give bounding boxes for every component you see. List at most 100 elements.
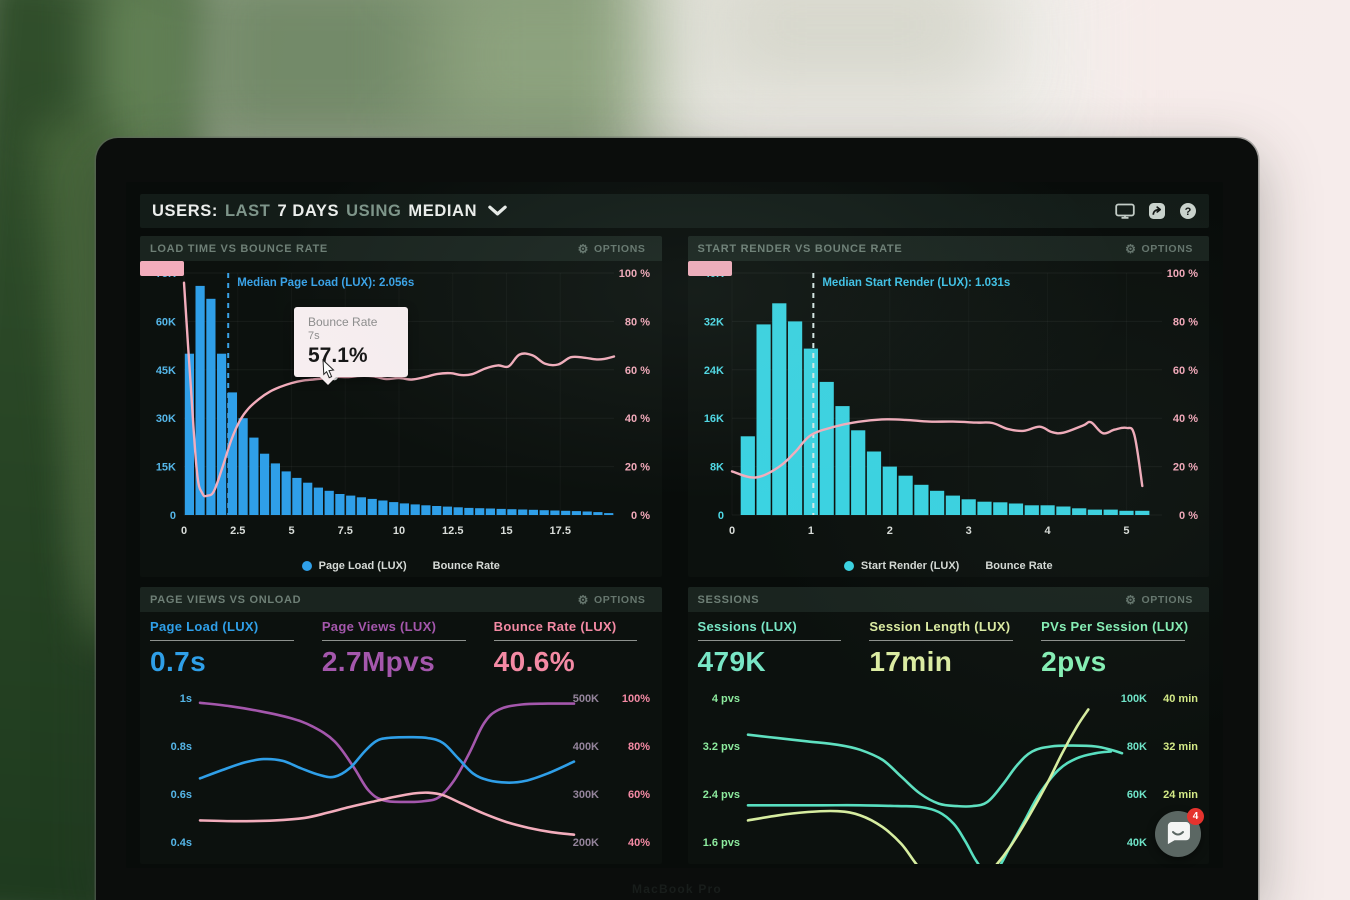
metric-label: Bounce Rate (LUX)	[493, 619, 617, 634]
svg-text:2.4 pvs: 2.4 pvs	[702, 789, 739, 801]
background-highlight	[660, 0, 1090, 160]
metric-divider	[493, 640, 638, 641]
svg-text:0 %: 0 %	[631, 510, 650, 522]
sessions-line-chart[interactable]: 4 pvs 3.2 pvs 2.4 pvs 1.6 pvs 100K 40 min 80K 3…	[692, 680, 1204, 864]
chart-tooltip: Bounce Rate 7s 57.1%	[294, 307, 408, 385]
metric-value: 17min	[869, 646, 953, 677]
svg-text:0.8s: 0.8s	[171, 741, 192, 753]
header-actions: ?	[1115, 202, 1197, 220]
svg-text:300K: 300K	[573, 789, 599, 801]
dashboard-header: USERS: LAST 7 DAYS USING MEDIAN	[140, 194, 1209, 228]
metric-sessions: Sessions (LUX) 479K	[697, 619, 856, 677]
metric-divider	[321, 640, 466, 641]
svg-text:60K: 60K	[1126, 789, 1146, 801]
page-views-line-chart[interactable]: 1s 0.8s 0.6s 0.4s 500K 100% 400K 80% 300K 60% 200K…	[144, 680, 656, 864]
laptop: USERS: LAST 7 DAYS USING MEDIAN	[96, 138, 1258, 900]
legend-dash-swatch	[687, 261, 732, 276]
svg-text:32 min: 32 min	[1163, 741, 1198, 753]
chart-legend: Start Render (LUX) Bounce Rate	[687, 261, 1206, 577]
svg-text:0.4s: 0.4s	[171, 837, 192, 849]
svg-text:400K: 400K	[573, 741, 599, 753]
metric-summary-row: Page Load (LUX) 0.7s Page Views (LUX) 2.…	[140, 612, 662, 678]
help-icon[interactable]: ?	[1179, 202, 1197, 220]
svg-text:15: 15	[500, 525, 512, 537]
panel-grid: LOAD TIME VS BOUNCE RATE ⚙ OPTIONS Media…	[140, 236, 1209, 864]
svg-text:45K: 45K	[156, 365, 176, 377]
svg-text:60%: 60%	[628, 789, 650, 801]
mouse-cursor	[322, 359, 335, 379]
svg-text:16K: 16K	[703, 413, 723, 425]
svg-text:24 min: 24 min	[1163, 789, 1198, 801]
panel-title: START RENDER VS BOUNCE RATE	[697, 242, 903, 255]
options-button[interactable]: ⚙ OPTIONS	[572, 242, 652, 256]
metric-value: 40.6%	[493, 646, 576, 677]
metric-divider	[1041, 640, 1185, 641]
panel-title: PAGE VIEWS VS ONLOAD	[150, 593, 302, 606]
svg-text:20 %: 20 %	[625, 462, 650, 474]
options-button[interactable]: ⚙ OPTIONS	[572, 593, 652, 607]
svg-text:60 %: 60 %	[1172, 365, 1197, 377]
svg-text:40 %: 40 %	[1172, 413, 1197, 425]
tooltip-x-label: 7s	[308, 330, 320, 342]
panel-load-time-vs-bounce-rate: LOAD TIME VS BOUNCE RATE ⚙ OPTIONS Media…	[140, 236, 662, 577]
users-filter-dropdown[interactable]: USERS: LAST 7 DAYS USING MEDIAN	[152, 202, 507, 221]
metric-label: Session Length (LUX)	[869, 619, 1011, 634]
panel-title: LOAD TIME VS BOUNCE RATE	[150, 242, 328, 255]
svg-text:15K: 15K	[156, 462, 176, 474]
svg-text:100 %: 100 %	[619, 268, 650, 280]
svg-text:40%: 40%	[628, 837, 650, 849]
chat-widget[interactable]: 4	[1155, 808, 1204, 857]
legend-dot-swatch	[301, 561, 312, 571]
metric-label: PVs Per Session (LUX)	[1041, 619, 1189, 634]
legend-item: Page Load (LUX)	[301, 560, 407, 572]
tooltip-value: 57.1%	[308, 344, 368, 367]
svg-text:20 %: 20 %	[1172, 462, 1197, 474]
header-range-label: LAST	[224, 201, 271, 220]
metric-value: 0.7s	[150, 646, 207, 677]
svg-text:4: 4	[1044, 525, 1051, 537]
svg-text:0 %: 0 %	[1179, 510, 1198, 522]
options-button[interactable]: ⚙ OPTIONS	[1119, 242, 1199, 256]
display-icon[interactable]	[1115, 203, 1135, 219]
svg-text:80%: 80%	[628, 741, 650, 753]
svg-text:0: 0	[728, 525, 734, 537]
svg-text:60 %: 60 %	[625, 365, 650, 377]
svg-text:2: 2	[886, 525, 892, 537]
options-label: OPTIONS	[594, 593, 646, 606]
header-metric-label: MEDIAN	[408, 201, 478, 220]
svg-text:0: 0	[181, 525, 187, 537]
svg-text:32K: 32K	[703, 316, 723, 328]
start-render-histogram-chart[interactable]: Median Start Render (LUX): 1.031s40K32K2…	[692, 263, 1204, 555]
options-button[interactable]: ⚙ OPTIONS	[1119, 593, 1199, 607]
options-label: OPTIONS	[1141, 593, 1193, 606]
panel-header: START RENDER VS BOUNCE RATE ⚙ OPTIONS	[687, 236, 1209, 261]
svg-text:80 %: 80 %	[625, 316, 650, 328]
metric-divider	[150, 640, 294, 641]
options-label: OPTIONS	[594, 242, 646, 255]
chart-legend: Page Load (LUX) Bounce Rate	[140, 261, 658, 577]
metric-divider	[869, 640, 1014, 641]
svg-text:40 min: 40 min	[1163, 693, 1198, 705]
load-time-histogram-chart[interactable]: Median Page Load (LUX): 2.056s75K60K45K3…	[144, 263, 656, 555]
svg-text:100%: 100%	[622, 693, 650, 705]
svg-text:0: 0	[170, 510, 176, 522]
legend-dot-swatch	[843, 561, 854, 571]
share-icon[interactable]	[1148, 202, 1166, 220]
svg-text:200K: 200K	[573, 837, 599, 849]
metric-session-length: Session Length (LUX) 17min	[869, 619, 1027, 676]
svg-text:12.5: 12.5	[442, 525, 463, 537]
header-using-label: USING	[346, 201, 402, 220]
panel-page-views-vs-onload: PAGE VIEWS VS ONLOAD ⚙ OPTIONS Page Load…	[140, 587, 662, 864]
panel-sessions: SESSIONS ⚙ OPTIONS Sessions (LUX) 479K	[687, 587, 1209, 864]
dashboard-screen: USERS: LAST 7 DAYS USING MEDIAN	[126, 182, 1223, 868]
svg-text:80 %: 80 %	[1172, 316, 1197, 328]
panel-header: SESSIONS ⚙ OPTIONS	[687, 587, 1209, 612]
metric-page-load: Page Load (LUX) 0.7s	[150, 619, 308, 676]
legend-label: Bounce Rate	[432, 560, 500, 572]
legend-item: Bounce Rate	[687, 261, 1053, 572]
metric-value: 479K	[697, 646, 767, 677]
header-days-label: 7 DAYS	[277, 201, 340, 220]
svg-text:0.6s: 0.6s	[171, 789, 192, 801]
chevron-down-icon	[488, 205, 507, 216]
header-users-label: USERS:	[152, 201, 218, 220]
